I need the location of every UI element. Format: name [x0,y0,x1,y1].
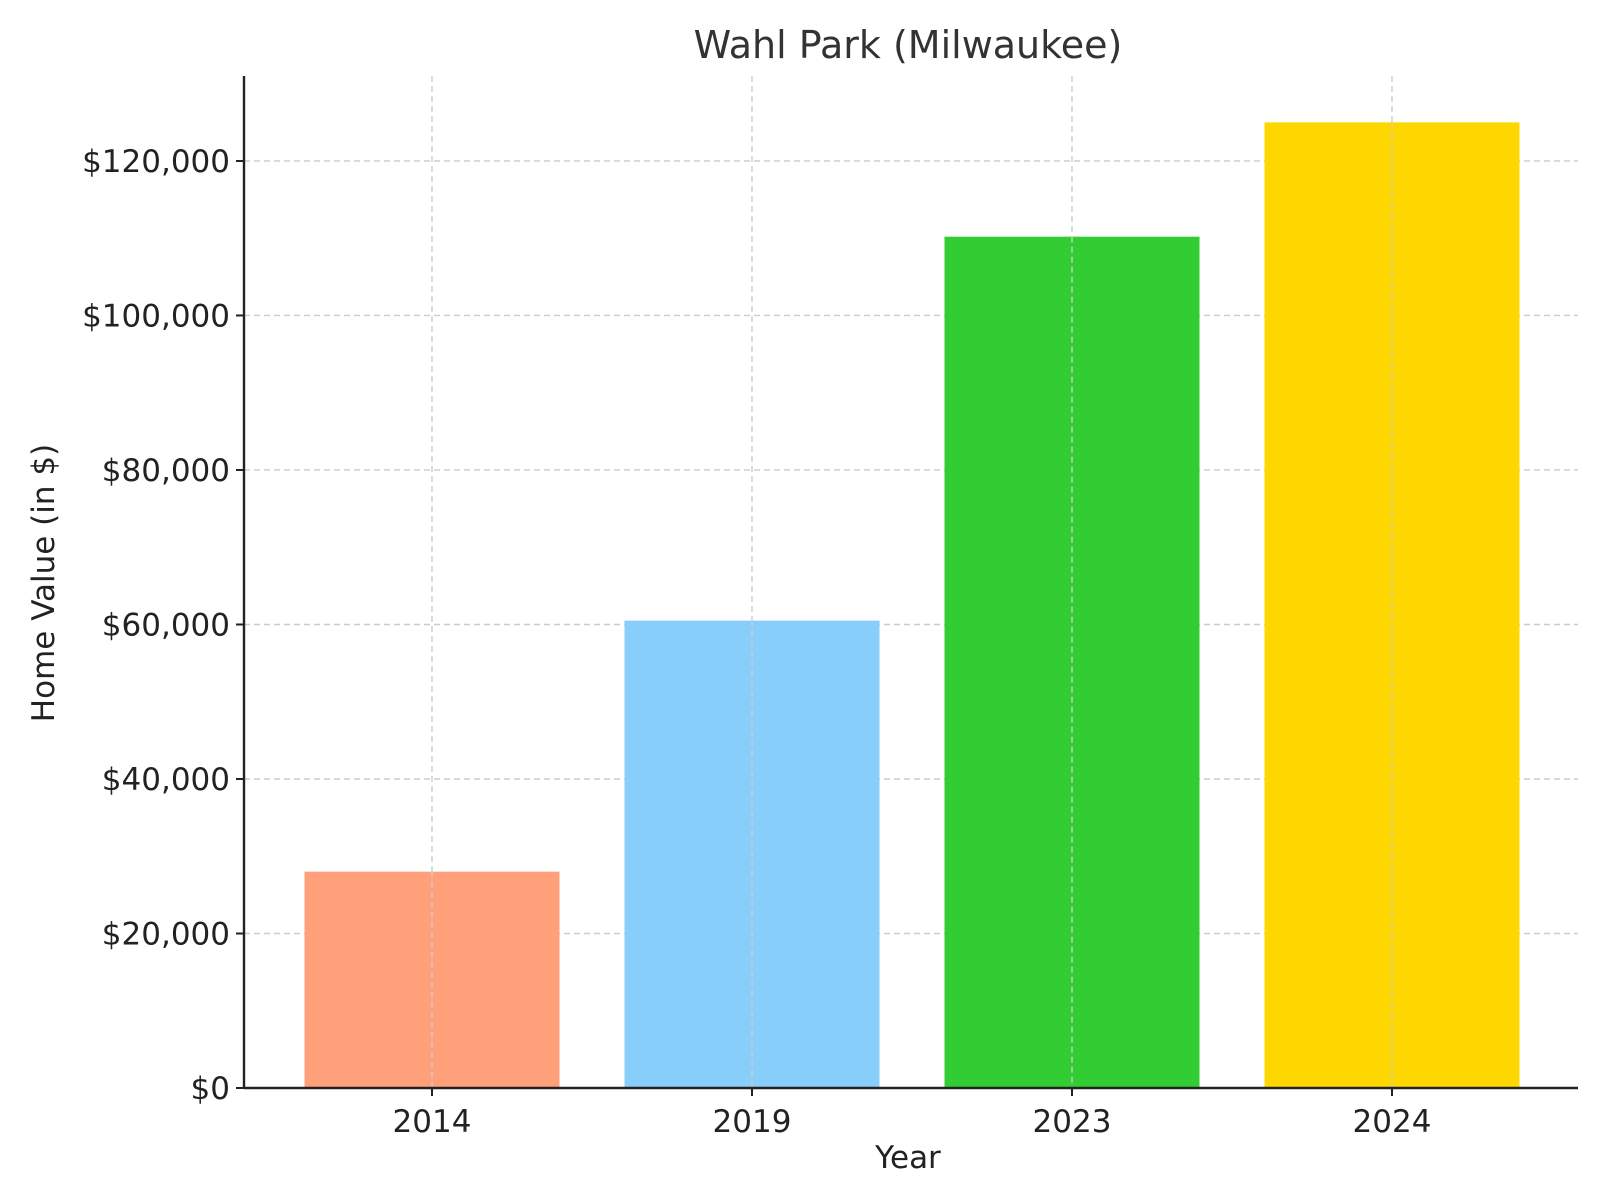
x-axis-label: Year [874,1140,941,1176]
y-tick-label: $120,000 [82,144,230,180]
x-tick-label: 2023 [1033,1104,1112,1140]
chart-title: Wahl Park (Milwaukee) [694,23,1123,67]
y-tick-label: $100,000 [82,298,230,334]
axes-layer [242,76,1578,1090]
bars-layer [304,122,1520,1089]
x-tick-label: 2019 [713,1104,792,1140]
x-tick-label: 2024 [1353,1104,1432,1140]
y-tick-label: $60,000 [102,607,230,643]
y-axis-label: Home Value (in $) [26,444,62,722]
y-tick-label: $20,000 [102,916,230,952]
x-tick-label: 2014 [393,1104,472,1140]
y-tick-label: $40,000 [102,762,230,798]
ticks-layer: $0 $20,000 $40,000 $60,000 $80,000 $100,000 $1… [82,144,1431,1140]
y-tick-label: $80,000 [102,453,230,489]
y-tick-label: $0 [191,1071,230,1107]
